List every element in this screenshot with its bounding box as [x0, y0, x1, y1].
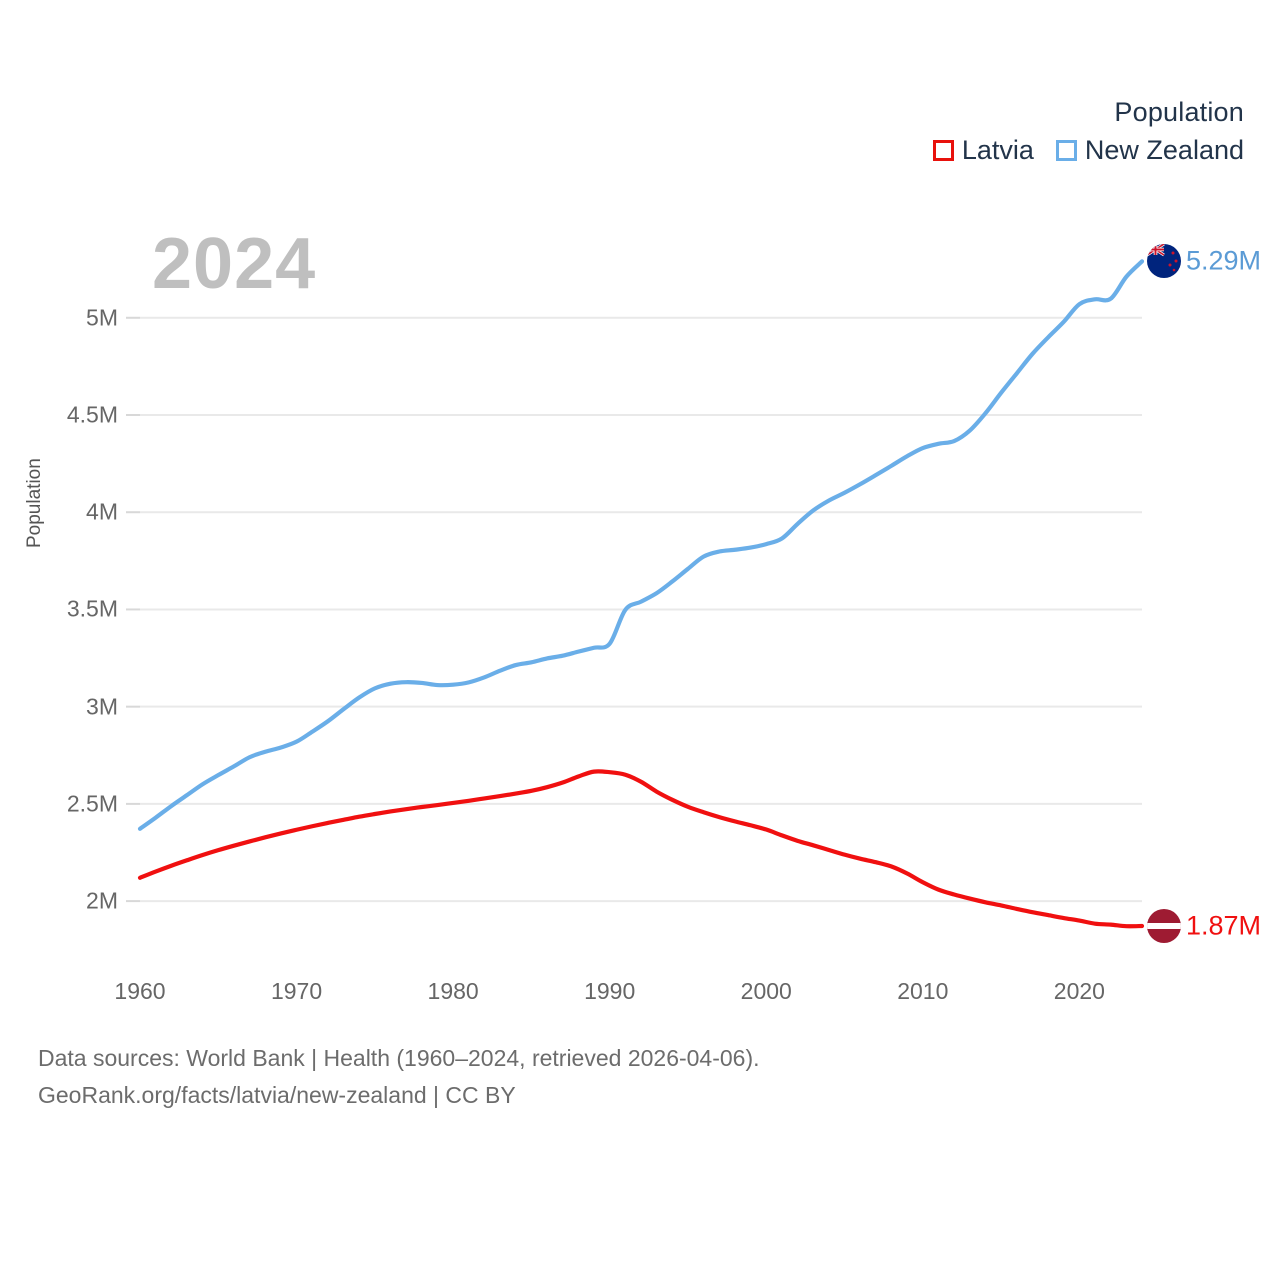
end-value-label-latvia: 1.87M — [1186, 910, 1262, 941]
chart-legend: Population Latvia New Zealand — [932, 96, 1244, 166]
legend-swatch-latvia — [932, 140, 954, 162]
x-tick-label: 1990 — [584, 978, 636, 1004]
legend-item-new-zealand[interactable]: New Zealand — [1055, 135, 1244, 166]
x-tick-label: 2020 — [1053, 978, 1105, 1004]
legend-label-new-zealand: New Zealand — [1084, 135, 1244, 166]
legend-swatch-new-zealand — [1055, 140, 1077, 162]
x-tick-label: 2000 — [740, 978, 792, 1004]
legend-title: Population — [1114, 97, 1244, 127]
chart-footer: Data sources: World Bank | Health (1960–… — [38, 1040, 760, 1115]
y-tick-label: 3M — [86, 693, 118, 720]
legend-items: Latvia New Zealand — [932, 135, 1244, 166]
y-tick-label: 5M — [86, 304, 118, 331]
series-line-new-zealand[interactable] — [137, 259, 1145, 831]
y-tick-label: 2.5M — [66, 790, 118, 817]
y-tick-label: 4.5M — [66, 401, 118, 428]
y-tick-label: 2M — [86, 887, 118, 914]
x-tick-label: 1960 — [114, 978, 166, 1004]
x-tick-label: 1980 — [427, 978, 479, 1004]
legend-label-latvia: Latvia — [961, 135, 1034, 166]
y-tick-label: 4M — [86, 498, 118, 525]
y-tick-label: 3.5M — [66, 595, 118, 622]
latvia-flag-icon — [1147, 909, 1181, 943]
footer-line-attribution[interactable]: GeoRank.org/facts/latvia/new-zealand | C… — [38, 1082, 516, 1109]
x-tick-label: 2010 — [897, 978, 949, 1004]
new-zealand-flag-icon — [1147, 244, 1181, 279]
legend-item-latvia[interactable]: Latvia — [932, 135, 1034, 166]
series-line-latvia[interactable] — [137, 769, 1145, 929]
footer-line-sources: Data sources: World Bank | Health (1960–… — [38, 1045, 760, 1071]
year-watermark: 2024 — [152, 224, 317, 304]
x-tick-label: 1970 — [270, 978, 323, 1004]
end-value-label-new-zealand: 5.29M — [1186, 245, 1262, 276]
